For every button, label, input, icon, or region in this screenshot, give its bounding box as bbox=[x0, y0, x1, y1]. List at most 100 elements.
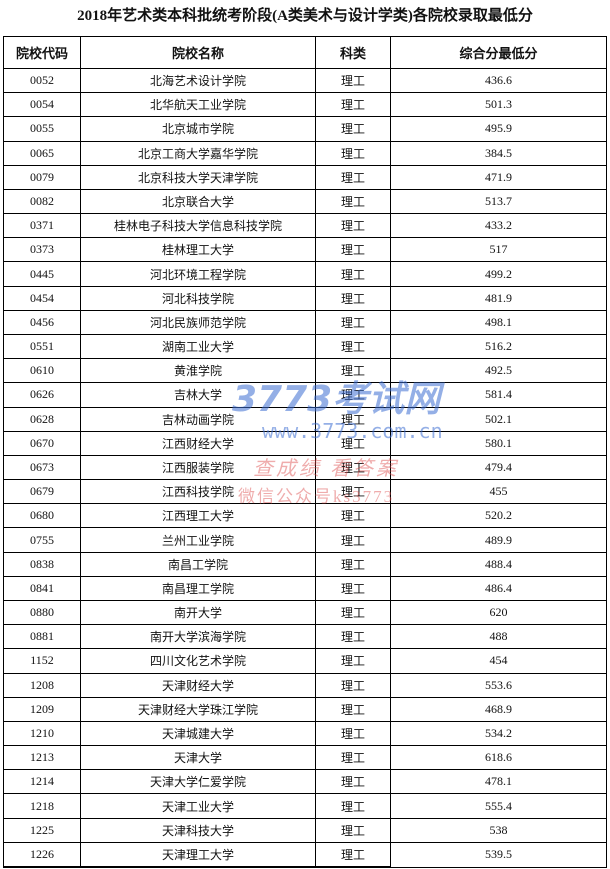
table-cell: 516.2 bbox=[391, 335, 606, 360]
table-cell: 0610 bbox=[4, 359, 81, 384]
table-cell: 南开大学滨海学院 bbox=[81, 625, 316, 650]
table-cell: 理工 bbox=[316, 528, 391, 553]
table-cell: 天津财经大学珠江学院 bbox=[81, 697, 316, 722]
table-cell: 0680 bbox=[4, 504, 81, 529]
table-cell: 天津城建大学 bbox=[81, 721, 316, 747]
table-cell: 1208 bbox=[4, 673, 81, 698]
table-cell: 理工 bbox=[316, 480, 391, 505]
table-cell: 1152 bbox=[4, 649, 81, 674]
table-cell: 488.4 bbox=[391, 553, 606, 577]
table-cell: 0551 bbox=[4, 335, 81, 360]
table-cell: 502.1 bbox=[391, 408, 606, 432]
table-cell: 0079 bbox=[4, 165, 81, 190]
table-cell: 0881 bbox=[4, 625, 81, 650]
table-cell: 吉林动画学院 bbox=[81, 407, 316, 432]
table-cell: 桂林电子科技大学信息科技学院 bbox=[81, 214, 316, 239]
table-cell: 0054 bbox=[4, 93, 81, 118]
table-cell: 517 bbox=[391, 238, 606, 263]
table-cell: 理工 bbox=[316, 383, 391, 408]
table-cell: 桂林理工大学 bbox=[81, 238, 316, 263]
table-cell: 0838 bbox=[4, 552, 81, 577]
table-cell: 江西理工大学 bbox=[81, 504, 316, 529]
table-cell: 478.1 bbox=[391, 770, 606, 795]
table-cell: 理工 bbox=[316, 746, 391, 771]
table-cell: 0626 bbox=[4, 383, 81, 408]
table-cell: 501.3 bbox=[391, 93, 606, 118]
table-cell: 天津理工大学 bbox=[81, 842, 316, 867]
table-cell: 理工 bbox=[316, 842, 391, 867]
table-cell: 理工 bbox=[316, 165, 391, 190]
table-cell: 理工 bbox=[316, 794, 391, 819]
table-cell: 479.4 bbox=[391, 456, 606, 481]
table-cell: 理工 bbox=[316, 286, 391, 311]
table-cell: 理工 bbox=[316, 407, 391, 432]
title: 2018年艺术类本科批统考阶段(A类美术与设计学类)各院校录取最低分 bbox=[77, 8, 533, 24]
table-cell: 433.2 bbox=[391, 214, 606, 239]
table-cell: 理工 bbox=[316, 601, 391, 626]
table-cell: 520.2 bbox=[391, 504, 606, 529]
table-cell: 0065 bbox=[4, 141, 81, 166]
table-cell: 0055 bbox=[4, 117, 81, 142]
table-cell: 南开大学 bbox=[81, 601, 316, 626]
table-cell: 553.6 bbox=[391, 674, 606, 698]
table-cell: 理工 bbox=[316, 721, 391, 747]
table-cell: 河北民族师范学院 bbox=[81, 310, 316, 335]
table-cell: 538 bbox=[391, 819, 606, 843]
table-cell: 理工 bbox=[316, 697, 391, 722]
table-cell: 0373 bbox=[4, 238, 81, 263]
table-cell: 1214 bbox=[4, 770, 81, 795]
table-cell: 0445 bbox=[4, 262, 81, 287]
table-cell: 天津大学 bbox=[81, 746, 316, 771]
table-cell: 北海艺术设计学院 bbox=[81, 69, 316, 94]
table-cell: 436.6 bbox=[391, 69, 606, 94]
table-cell: 理工 bbox=[316, 770, 391, 795]
table-cell: 1213 bbox=[4, 746, 81, 771]
table-cell: 河北环境工程学院 bbox=[81, 262, 316, 287]
table-cell: 理工 bbox=[316, 189, 391, 215]
table-cell: 北京科技大学天津学院 bbox=[81, 165, 316, 190]
table-cell: 384.5 bbox=[391, 142, 606, 166]
table-cell: 理工 bbox=[316, 818, 391, 843]
table-cell: 理工 bbox=[316, 504, 391, 529]
table-cell: 513.7 bbox=[391, 190, 606, 215]
table-cell: 理工 bbox=[316, 69, 391, 94]
table-cell: 0755 bbox=[4, 528, 81, 553]
table-cell: 539.5 bbox=[485, 847, 512, 862]
table-cell: 河北科技学院 bbox=[81, 286, 316, 311]
table-cell: 1218 bbox=[4, 794, 81, 819]
table-cell: 534.2 bbox=[391, 722, 606, 747]
table-cell: 南昌理工学院 bbox=[81, 576, 316, 601]
table-cell: 481.9 bbox=[391, 287, 606, 311]
table-cell: 620 bbox=[391, 601, 606, 626]
table-cell: 580.1 bbox=[391, 432, 606, 456]
column-header: 综合分最低分 bbox=[391, 37, 606, 69]
table-cell: 理工 bbox=[316, 649, 391, 674]
table-cell: 0082 bbox=[4, 189, 81, 215]
table-cell: 489.9 bbox=[391, 528, 606, 553]
table-cell: 0670 bbox=[4, 431, 81, 456]
table-cell: 0673 bbox=[4, 455, 81, 481]
table-cell: 北京城市学院 bbox=[81, 117, 316, 142]
table-cell: 492.5 bbox=[391, 359, 606, 384]
table-cell: 天津科技大学 bbox=[81, 818, 316, 843]
table-cell: 北京联合大学 bbox=[81, 189, 316, 215]
table-cell: 理工 bbox=[316, 625, 391, 650]
table-cell: 1225 bbox=[4, 818, 81, 843]
table-cell: 486.4 bbox=[391, 577, 606, 601]
table-cell: 0841 bbox=[4, 576, 81, 601]
table-cell: 理工 bbox=[316, 673, 391, 698]
table-cell: 0371 bbox=[4, 214, 81, 239]
table-cell: 江西科技学院 bbox=[81, 480, 316, 505]
table-cell: 理工 bbox=[316, 576, 391, 601]
table-cell: 湖南工业大学 bbox=[81, 335, 316, 360]
table-cell: 理工 bbox=[316, 262, 391, 287]
column-header: 科类 bbox=[316, 37, 391, 69]
table-cell: 北京工商大学嘉华学院 bbox=[81, 141, 316, 166]
table-cell: 495.9 bbox=[391, 117, 606, 142]
table-cell: 理工 bbox=[316, 335, 391, 360]
table-cell: 理工 bbox=[316, 117, 391, 142]
table-cell: 江西服装学院 bbox=[81, 455, 316, 481]
table-cell: 498.1 bbox=[391, 311, 606, 335]
table-cell: 499.2 bbox=[391, 262, 606, 287]
table: 院校代码 院校名称 科类 综合分最低分 0052 北海艺术设计学院 理工 436.6 0054 北… bbox=[3, 36, 607, 868]
